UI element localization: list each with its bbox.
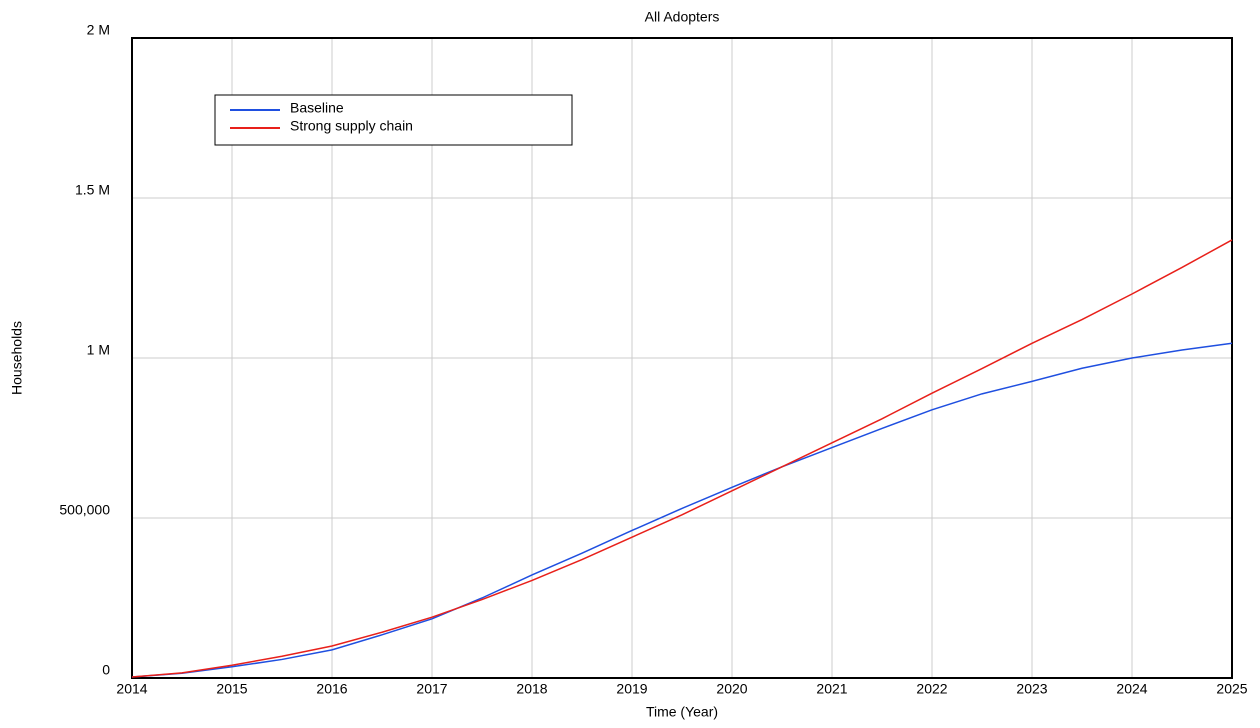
x-tick-label: 2016 (316, 681, 347, 697)
x-tick-label: 2020 (716, 681, 747, 697)
x-tick-label: 2015 (216, 681, 247, 697)
x-tick-label: 2025 (1216, 681, 1247, 697)
x-tick-label: 2021 (816, 681, 847, 697)
series-line (131, 239, 1233, 678)
x-tick-label: 2017 (416, 681, 447, 697)
x-tick-label: 2018 (516, 681, 547, 697)
x-tick-label: 2019 (616, 681, 647, 697)
chart-title: All Adopters (645, 9, 720, 25)
x-tick-label: 2022 (916, 681, 947, 697)
x-tick-label: 2014 (116, 681, 147, 697)
x-tick-label: 2023 (1016, 681, 1047, 697)
legend-label: Strong supply chain (290, 118, 413, 134)
y-tick-label: 2 M (87, 22, 110, 38)
y-tick-label: 1.5 M (75, 182, 110, 198)
legend-label: Baseline (290, 100, 344, 116)
plot-frame (131, 37, 1233, 679)
series-line (131, 342, 1233, 678)
y-tick-label: 0 (102, 662, 110, 678)
y-tick-label: 500,000 (59, 502, 110, 518)
x-tick-label: 2024 (1116, 681, 1147, 697)
x-axis-label: Time (Year) (646, 704, 718, 720)
legend-box (214, 94, 573, 146)
y-tick-label: 1 M (87, 342, 110, 358)
y-axis-label: Households (9, 321, 25, 395)
